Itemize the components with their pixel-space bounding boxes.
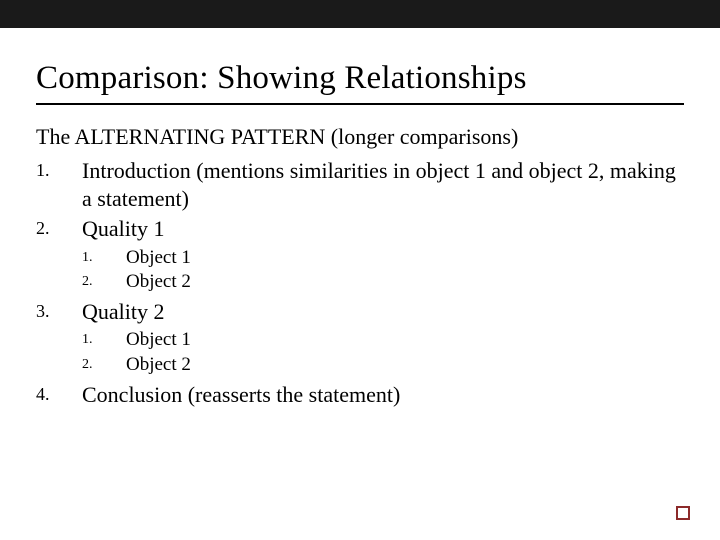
content-area: Comparison: Showing Relationships The AL… <box>36 60 684 409</box>
sub-item: 1. Object 1 <box>82 246 191 270</box>
item-number: 2. <box>36 215 82 296</box>
item-text: Quality 1 <box>82 215 191 243</box>
sub-number: 1. <box>82 328 126 352</box>
outline-item: 4. Conclusion (reasserts the statement) <box>36 381 684 409</box>
outline-item: 1. Introduction (mentions similarities i… <box>36 157 684 213</box>
sub-number: 1. <box>82 246 126 270</box>
item-number: 4. <box>36 381 82 409</box>
sub-list: 1. Object 1 2. Object 2 <box>82 328 191 377</box>
corner-square-icon <box>676 506 690 520</box>
sub-item: 1. Object 1 <box>82 328 191 352</box>
sub-item: 2. Object 2 <box>82 353 191 377</box>
sub-number: 2. <box>82 353 126 377</box>
sub-text: Object 1 <box>126 246 191 270</box>
sub-text: Object 2 <box>126 270 191 294</box>
item-number: 1. <box>36 157 82 213</box>
title-underline <box>36 103 684 105</box>
lead-text: The ALTERNATING PATTERN (longer comparis… <box>36 123 684 151</box>
item-text: Conclusion (reasserts the statement) <box>82 381 400 409</box>
sub-text: Object 1 <box>126 328 191 352</box>
slide-title: Comparison: Showing Relationships <box>36 60 684 97</box>
sub-text: Object 2 <box>126 353 191 377</box>
sub-item: 2. Object 2 <box>82 270 191 294</box>
item-number: 3. <box>36 298 82 379</box>
top-bar <box>0 0 720 28</box>
outline-list: 1. Introduction (mentions similarities i… <box>36 157 684 409</box>
slide: Comparison: Showing Relationships The AL… <box>0 0 720 540</box>
item-text: Quality 2 <box>82 298 191 326</box>
outline-item: 3. Quality 2 1. Object 1 2. Object 2 <box>36 298 684 379</box>
outline-item: 2. Quality 1 1. Object 1 2. Object 2 <box>36 215 684 296</box>
sub-number: 2. <box>82 270 126 294</box>
item-text: Introduction (mentions similarities in o… <box>82 157 684 213</box>
sub-list: 1. Object 1 2. Object 2 <box>82 246 191 295</box>
